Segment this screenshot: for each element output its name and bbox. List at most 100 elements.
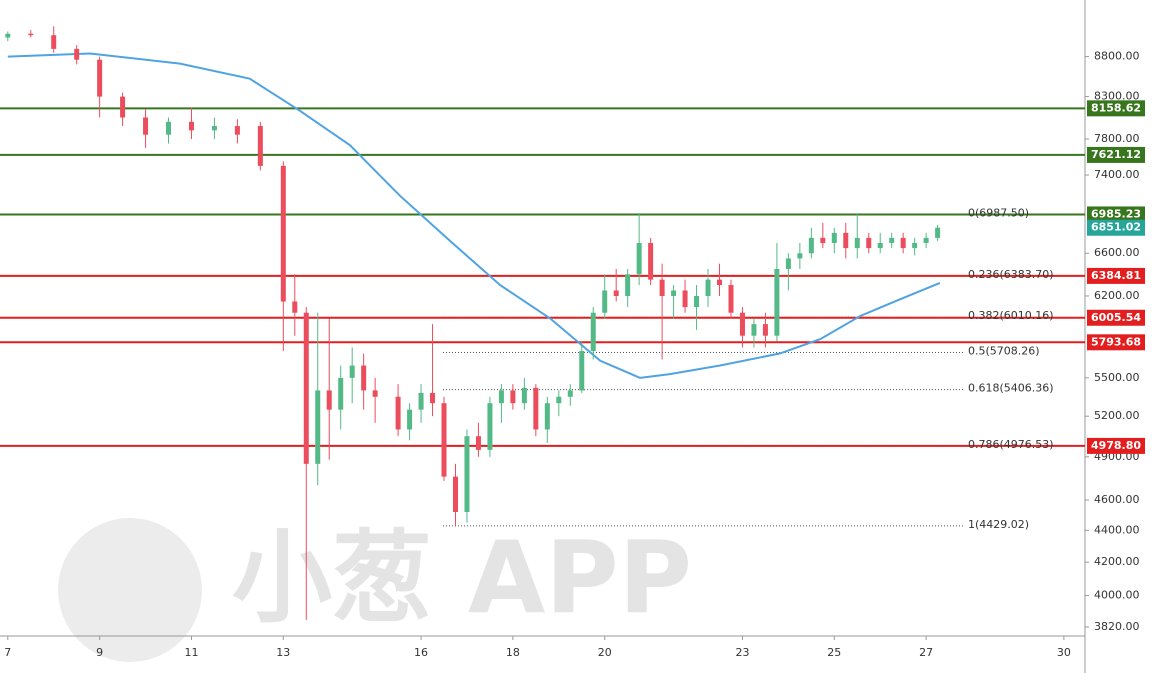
candle-body <box>636 242 642 275</box>
candle-body <box>280 165 286 302</box>
x-tick-label: 23 <box>735 646 749 659</box>
candle-body <box>487 403 493 450</box>
candle-body <box>705 279 711 296</box>
price-tag-label: 5793.68 <box>1091 335 1141 348</box>
candle-body <box>521 387 527 404</box>
candle-body <box>143 117 149 135</box>
candle-body <box>613 290 619 296</box>
y-tick-label: 4200.00 <box>1094 555 1140 568</box>
y-tick-label: 7800.00 <box>1094 132 1140 145</box>
x-tick-label: 16 <box>414 646 428 659</box>
x-tick-label: 30 <box>1057 646 1071 659</box>
price-tag-label: 6384.81 <box>1091 269 1141 282</box>
price-tag-label: 4978.80 <box>1091 439 1141 452</box>
fib-label: 0.618(5406.36) <box>968 382 1054 395</box>
candle-body <box>97 59 103 97</box>
candle-body <box>866 237 872 249</box>
candle-body <box>544 403 550 430</box>
fib-label: 0.786(4976.53) <box>968 438 1054 451</box>
candle-body <box>889 237 895 243</box>
y-tick-label: 9600.00 <box>1094 0 1140 3</box>
candle-body <box>694 295 700 308</box>
fib-label: 0.5(5708.26) <box>968 344 1040 357</box>
candle-body <box>682 290 688 308</box>
candle-body <box>292 301 298 313</box>
candle-body <box>854 237 860 249</box>
x-tick-label: 20 <box>598 646 612 659</box>
candle-body <box>533 387 539 430</box>
candle-body <box>303 312 309 464</box>
x-tick-label: 25 <box>827 646 841 659</box>
candle-body <box>326 390 332 410</box>
price-tag <box>1087 334 1145 351</box>
candle-body <box>28 33 34 36</box>
candle-body <box>843 232 849 249</box>
candle-body <box>808 237 814 254</box>
candle-body <box>579 351 585 391</box>
candle-body <box>648 242 654 280</box>
y-tick-label: 4400.00 <box>1094 523 1140 536</box>
candle-body <box>120 96 126 118</box>
price-tag-label: 7621.12 <box>1091 148 1141 161</box>
candle-body <box>785 258 791 269</box>
price-tag <box>1087 219 1145 236</box>
watermark-text: APP <box>468 519 692 636</box>
x-tick-label: 27 <box>919 646 933 659</box>
price-tag-label: 6985.23 <box>1091 207 1141 220</box>
y-tick-label: 4600.00 <box>1094 493 1140 506</box>
candle-body <box>452 476 458 512</box>
y-tick-label: 8800.00 <box>1094 50 1140 63</box>
price-tag-label: 6005.54 <box>1091 311 1141 324</box>
candle-body <box>567 390 573 397</box>
candle-body <box>475 436 481 450</box>
y-tick-label: 6200.00 <box>1094 289 1140 302</box>
y-tick-label: 6600.00 <box>1094 246 1140 259</box>
candle-body <box>831 232 837 243</box>
fib-label: 0.382(6010.16) <box>968 309 1054 322</box>
price-tag-label: 6851.02 <box>1091 221 1141 234</box>
candle-body <box>797 253 803 259</box>
candle-body <box>441 403 447 477</box>
x-tick-label: 18 <box>506 646 520 659</box>
y-tick-label: 5500.00 <box>1094 371 1140 384</box>
candle-body <box>900 237 906 249</box>
candle-body <box>418 392 424 410</box>
candle-body <box>556 396 562 404</box>
x-tick-label: 13 <box>276 646 290 659</box>
candle-body <box>211 126 217 131</box>
y-tick-label: 7400.00 <box>1094 168 1140 181</box>
price-tag <box>1087 100 1145 117</box>
candle-body <box>5 33 11 38</box>
fib-label: 1(4429.02) <box>968 518 1029 531</box>
candle-body <box>498 390 504 404</box>
candle-body <box>188 121 194 131</box>
candle-body <box>315 390 321 464</box>
candle-body <box>372 390 378 397</box>
x-tick-label: 7 <box>4 646 11 659</box>
candle-body <box>671 290 677 296</box>
fib-label: 0(6987.50) <box>968 206 1029 219</box>
candle-body <box>464 436 470 512</box>
price-tag <box>1087 206 1145 223</box>
candle-body <box>361 365 367 391</box>
candle-body <box>935 227 941 238</box>
candle-body <box>349 365 355 378</box>
price-tag <box>1087 267 1145 284</box>
candle-body <box>510 390 516 404</box>
y-tick-label: 8300.00 <box>1094 90 1140 103</box>
candle-body <box>912 242 918 249</box>
x-tick-label: 9 <box>96 646 103 659</box>
candle-body <box>659 279 665 296</box>
candle-body <box>877 242 883 249</box>
candle-body <box>257 126 263 166</box>
candle-body <box>407 409 413 430</box>
price-tag <box>1087 146 1145 163</box>
y-tick-label: 3820.00 <box>1094 620 1140 633</box>
candle-body <box>430 392 436 404</box>
candle-body <box>234 126 240 135</box>
candle-body <box>51 35 57 49</box>
price-tag <box>1087 309 1145 326</box>
moving-average <box>7 52 941 379</box>
candle-body <box>338 377 344 410</box>
candle-body <box>820 237 826 243</box>
